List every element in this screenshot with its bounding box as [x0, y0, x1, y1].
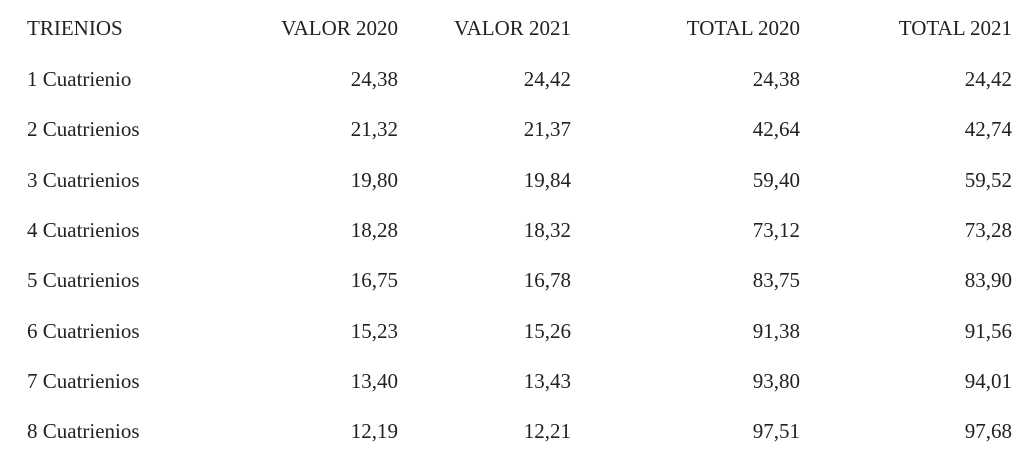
- row-label: 4 Cuatrienios: [27, 217, 140, 242]
- value-cell: 73,28: [964, 217, 1012, 242]
- row-label: 5 Cuatrienios: [27, 268, 140, 293]
- value-cell: 21,32: [350, 117, 398, 142]
- value-cell: 12,21: [523, 419, 571, 444]
- value-cell: 83,75: [752, 268, 800, 293]
- value-cell: 13,40: [350, 368, 398, 393]
- value-cell: 97,68: [964, 419, 1012, 444]
- value-cell: 97,51: [752, 419, 800, 444]
- value-cell: 83,90: [964, 268, 1012, 293]
- value-cell: 24,42: [523, 67, 571, 91]
- row-label: 8 Cuatrienios: [27, 419, 140, 444]
- row-label: 1 Cuatrienio: [27, 67, 132, 91]
- value-cell: 24,38: [350, 67, 398, 91]
- row-label: 2 Cuatrienios: [27, 117, 140, 142]
- value-cell: 42,64: [752, 117, 800, 142]
- header-cell: TOTAL 2020: [686, 16, 800, 40]
- value-cell: 13,43: [523, 368, 571, 393]
- value-cell: 19,84: [523, 167, 571, 192]
- value-cell: 18,28: [350, 217, 398, 242]
- value-cell: 93,80: [752, 368, 800, 393]
- row-label: 3 Cuatrienios: [27, 167, 140, 192]
- value-cell: 24,42: [964, 67, 1012, 91]
- value-cell: 16,78: [523, 268, 571, 293]
- value-cell: 94,01: [964, 368, 1012, 393]
- value-cell: 42,74: [964, 117, 1012, 142]
- header-cell: VALOR 2020: [281, 16, 398, 40]
- value-cell: 21,37: [523, 117, 571, 142]
- value-cell: 12,19: [350, 419, 398, 444]
- value-cell: 19,80: [350, 167, 398, 192]
- value-cell: 15,23: [350, 318, 398, 343]
- value-cell: 59,52: [964, 167, 1012, 192]
- value-cell: 73,12: [752, 217, 800, 242]
- value-cell: 91,56: [964, 318, 1012, 343]
- value-cell: 18,32: [523, 217, 571, 242]
- value-cell: 59,40: [752, 167, 800, 192]
- value-cell: 15,26: [523, 318, 571, 343]
- header-cell: TOTAL 2021: [898, 16, 1012, 40]
- value-cell: 91,38: [752, 318, 800, 343]
- row-label: 7 Cuatrienios: [27, 368, 140, 393]
- row-label: 6 Cuatrienios: [27, 318, 140, 343]
- value-cell: 16,75: [350, 268, 398, 293]
- value-cell: 24,38: [752, 67, 800, 91]
- header-cell: VALOR 2021: [454, 16, 571, 40]
- header-cell: TRIENIOS: [27, 16, 123, 40]
